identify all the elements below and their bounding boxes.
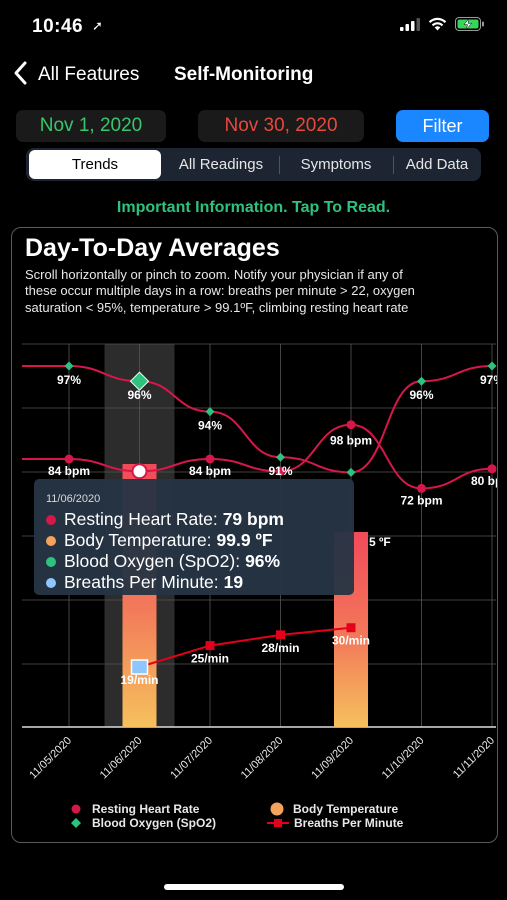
breaths-point-selected bbox=[130, 659, 149, 675]
heart-rate-point bbox=[417, 483, 426, 493]
spo2-point bbox=[487, 361, 497, 371]
tooltip-row-breaths: Breaths Per Minute: 19 bbox=[46, 572, 243, 593]
status-bar: 10:46 ➚ bbox=[0, 0, 507, 52]
tab-trends[interactable]: Trends bbox=[29, 150, 161, 179]
legend-heart-rate: Resting Heart Rate bbox=[70, 802, 199, 816]
back-chevron-icon[interactable] bbox=[10, 59, 32, 87]
home-indicator[interactable] bbox=[164, 884, 344, 890]
tab-add-data[interactable]: Add Data bbox=[405, 156, 469, 173]
spo2-point bbox=[205, 407, 215, 417]
legend-spo2: Blood Oxygen (SpO2) bbox=[70, 816, 216, 830]
legend-label: Blood Oxygen (SpO2) bbox=[92, 816, 217, 830]
spo2-point bbox=[417, 376, 426, 386]
spo2-dot-icon bbox=[46, 556, 56, 567]
legend-temperature: Body Temperature bbox=[269, 802, 398, 816]
heart-rate-data-label: 72 bpm bbox=[400, 493, 442, 507]
tooltip-label: Blood Oxygen (SpO2): bbox=[64, 551, 241, 571]
battery-charging-icon bbox=[455, 17, 484, 31]
tab-divider bbox=[279, 156, 280, 174]
heart-rate-data-label: 80 bpm bbox=[471, 474, 497, 488]
temperature-data-label: 5 ºF bbox=[369, 535, 391, 549]
heart-rate-point bbox=[487, 464, 497, 474]
card-description: Scroll horizontally or pinch to zoom. No… bbox=[25, 267, 415, 315]
legend-label: Resting Heart Rate bbox=[92, 802, 200, 816]
tab-divider bbox=[393, 156, 394, 174]
spo2-data-label: 91% bbox=[268, 464, 292, 478]
signal-icon bbox=[400, 17, 420, 31]
x-tick-label: 11/09/2020 bbox=[309, 735, 356, 782]
heart-rate-point bbox=[64, 454, 74, 464]
location-arrow-icon: ➚ bbox=[92, 18, 103, 33]
legend-diamond-marker-icon bbox=[71, 818, 81, 828]
breaths-line bbox=[139, 626, 352, 668]
breaths-point bbox=[346, 623, 356, 633]
tooltip-label: Breaths Per Minute: bbox=[64, 572, 219, 592]
spo2-point bbox=[346, 467, 356, 477]
legend-label: Body Temperature bbox=[293, 802, 399, 816]
spo2-point-selected bbox=[129, 371, 150, 391]
tooltip-label: Body Temperature: bbox=[64, 530, 212, 550]
important-information-link[interactable]: Important Information. Tap To Read. bbox=[116, 199, 391, 216]
wifi-icon bbox=[428, 17, 447, 31]
x-tick-label: 11/05/2020 bbox=[27, 735, 74, 782]
legend-circle-marker-icon bbox=[270, 802, 284, 816]
x-tick-label: 11/10/2020 bbox=[380, 735, 427, 782]
x-tick-label: 11/07/2020 bbox=[168, 735, 215, 782]
back-button[interactable]: All Features bbox=[38, 64, 140, 85]
breaths-point bbox=[276, 630, 285, 640]
tooltip-date: 11/06/2020 bbox=[46, 493, 101, 505]
tooltip-value: 96% bbox=[245, 551, 281, 571]
legend-label: Breaths Per Minute bbox=[294, 816, 404, 830]
breaths-dot-icon bbox=[46, 577, 56, 588]
tab-symptoms[interactable]: Symptoms bbox=[300, 156, 372, 173]
spo2-data-label: 96% bbox=[409, 388, 433, 402]
breaths-data-label: 19/min bbox=[120, 673, 158, 687]
spo2-data-label: 97% bbox=[57, 373, 81, 387]
heart-rate-point bbox=[205, 454, 215, 464]
heart-rate-point-selected bbox=[131, 463, 148, 480]
spo2-data-label: 96% bbox=[127, 388, 151, 402]
legend-square-marker-icon bbox=[267, 819, 289, 827]
start-date-picker[interactable]: Nov 1, 2020 bbox=[16, 110, 166, 142]
navigation-bar: All Features Self-Monitoring bbox=[0, 56, 507, 92]
tooltip-label: Resting Heart Rate: bbox=[64, 509, 218, 529]
filter-button[interactable]: Filter bbox=[396, 110, 489, 142]
x-tick-label: 11/11/2020 bbox=[451, 735, 497, 781]
tooltip-row-spo2: Blood Oxygen (SpO2): 96% bbox=[46, 551, 280, 572]
view-tabs: Trends All Readings Symptoms Add Data bbox=[26, 148, 481, 181]
tooltip-value: 19 bbox=[223, 572, 244, 592]
tooltip-value: 99.9 ºF bbox=[216, 530, 273, 550]
spo2-data-label: 94% bbox=[198, 419, 222, 433]
tab-all-readings[interactable]: All Readings bbox=[178, 156, 264, 173]
breaths-data-label: 25/min bbox=[191, 652, 229, 666]
heart-rate-data-label: 98 bpm bbox=[330, 434, 372, 448]
tooltip-row-temperature: Body Temperature: 99.9 ºF bbox=[46, 530, 273, 551]
day-to-day-averages-card: Day-To-Day Averages Scroll horizontally … bbox=[11, 227, 498, 843]
spo2-point bbox=[276, 452, 285, 462]
end-date-picker[interactable]: Nov 30, 2020 bbox=[198, 110, 364, 142]
tooltip-value: 79 bpm bbox=[222, 509, 284, 529]
heart-rate-point bbox=[276, 466, 285, 476]
breaths-data-label: 28/min bbox=[261, 641, 299, 655]
page-title: Self-Monitoring bbox=[174, 64, 314, 85]
tooltip-row-heart-rate: Resting Heart Rate: 79 bpm bbox=[46, 509, 284, 530]
x-tick-label: 11/08/2020 bbox=[239, 735, 286, 782]
heart-rate-data-label: 84 bpm bbox=[48, 464, 90, 478]
legend-circle-marker-icon bbox=[71, 804, 81, 814]
heart-rate-point bbox=[346, 420, 356, 430]
chart-tooltip: 11/06/2020 Resting Heart Rate: 79 bpm Bo… bbox=[34, 479, 354, 595]
status-icons bbox=[400, 17, 485, 31]
legend-breaths: Breaths Per Minute bbox=[267, 816, 403, 830]
spo2-data-label: 97% bbox=[480, 373, 497, 387]
heart-rate-data-label: 84 bpm bbox=[189, 464, 231, 478]
card-title: Day-To-Day Averages bbox=[25, 234, 280, 262]
breaths-data-label: 30/min bbox=[332, 634, 370, 648]
status-time: 10:46 bbox=[32, 16, 84, 37]
spo2-point bbox=[64, 361, 74, 371]
breaths-point bbox=[205, 641, 215, 651]
x-tick-label: 11/06/2020 bbox=[98, 735, 145, 782]
heart-rate-dot-icon bbox=[46, 514, 56, 525]
temperature-dot-icon bbox=[46, 535, 56, 546]
